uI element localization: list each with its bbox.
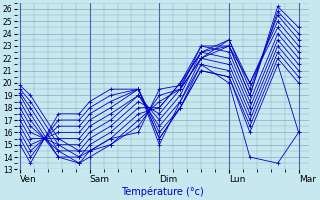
X-axis label: Température (°c): Température (°c) bbox=[122, 187, 204, 197]
